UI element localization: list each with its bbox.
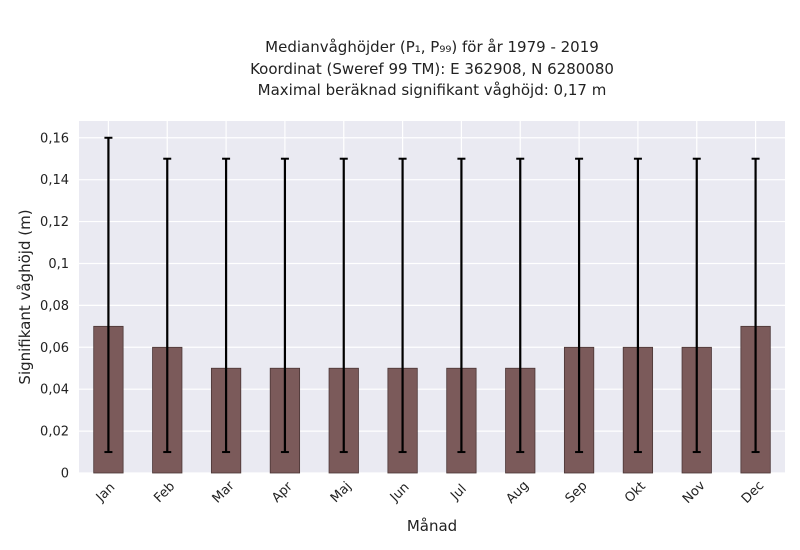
x-tick-label: Mar <box>210 478 238 506</box>
x-tick-label: Dec <box>739 478 767 506</box>
x-tick-label: Aug <box>503 478 532 507</box>
y-tick-label: 0,08 <box>40 299 69 314</box>
error-bar-apr <box>280 157 289 454</box>
error-bar-dec <box>751 157 760 454</box>
chart-title: Medianvåghöjder (P₁, P₉₉) för år 1979 - … <box>250 38 614 99</box>
title-line-2: Koordinat (Sweref 99 TM): E 362908, N 62… <box>250 60 614 78</box>
y-tick-label: 0,06 <box>40 341 69 356</box>
error-bar-sep <box>575 157 584 454</box>
x-tick-label: Sep <box>563 479 591 507</box>
error-bar-mar <box>222 157 231 454</box>
x-axis-ticks: Jan Feb Mar Apr Maj Jun Jul Aug Sep Okt Nov Dec <box>93 478 767 507</box>
y-axis-label: Signifikant våghöjd (m) <box>16 209 34 384</box>
error-bar-feb <box>163 157 172 454</box>
error-bar-maj <box>339 157 348 454</box>
title-line-1: Medianvåghöjder (P₁, P₉₉) för år 1979 - … <box>265 38 599 56</box>
x-tick-label: Feb <box>151 479 178 506</box>
x-tick-label: Jan <box>93 480 118 505</box>
x-tick-label: Maj <box>328 479 355 506</box>
error-bar-nov <box>692 157 701 454</box>
error-bar-aug <box>516 157 525 454</box>
x-tick-label: Jun <box>387 480 413 506</box>
y-tick-label: 0 <box>61 467 69 482</box>
y-tick-label: 0,02 <box>40 425 69 440</box>
y-tick-label: 0,14 <box>40 173 69 188</box>
y-tick-label: 0,1 <box>48 257 69 272</box>
x-tick-label: Nov <box>680 478 709 507</box>
y-tick-label: 0,04 <box>40 383 69 398</box>
error-bar-jun <box>398 157 407 454</box>
y-tick-label: 0,16 <box>40 131 69 146</box>
y-tick-label: 0,12 <box>40 215 69 230</box>
error-bars <box>104 136 760 454</box>
x-tick-label: Jul <box>447 482 469 504</box>
x-tick-label: Apr <box>269 479 296 506</box>
error-bar-okt <box>633 157 642 454</box>
x-axis-label: Månad <box>407 517 457 535</box>
error-bar-jul <box>457 157 466 454</box>
x-tick-label: Okt <box>622 479 649 506</box>
plot-area <box>79 121 785 473</box>
y-axis-ticks: 0 0,02 0,04 0,06 0,08 0,1 0,12 0,14 0,16 <box>40 131 69 481</box>
title-line-3: Maximal beräknad signifikant våghöjd: 0,… <box>258 81 607 99</box>
error-bar-jan <box>104 136 113 454</box>
